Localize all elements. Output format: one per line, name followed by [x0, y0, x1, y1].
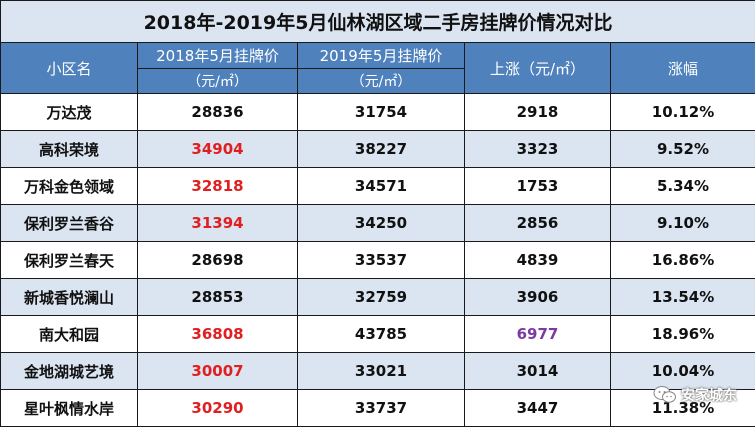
table-row: 南大和园 36808 43785 6977 18.96%	[1, 316, 755, 353]
cell-growth: 9.52%	[611, 131, 755, 168]
table-row: 金地湖城艺境 30007 33021 3014 10.04%	[1, 353, 755, 390]
cell-rise: 2856	[465, 205, 611, 242]
cell-price-2019: 33537	[298, 242, 465, 279]
cell-community: 万达茂	[1, 94, 138, 131]
cell-growth: 5.34%	[611, 168, 755, 205]
table-title: 2018年-2019年5月仙林湖区域二手房挂牌价情况对比	[1, 1, 755, 43]
cell-rise: 1753	[465, 168, 611, 205]
cell-growth: 16.86%	[611, 242, 755, 279]
header-community: 小区名	[1, 43, 138, 94]
cell-community: 南大和园	[1, 316, 138, 353]
cell-community: 金地湖城艺境	[1, 353, 138, 390]
cell-price-2019: 32759	[298, 279, 465, 316]
cell-community: 万科金色领域	[1, 168, 138, 205]
cell-price-2018: 32818	[138, 168, 298, 205]
table-row: 万达茂 28836 31754 2918 10.12%	[1, 94, 755, 131]
header-rise: 上涨（元/㎡）	[465, 43, 611, 94]
header-price-2018: 2018年5月挂牌价	[138, 43, 298, 69]
watermark: 安家城东	[653, 385, 737, 405]
cell-price-2018: 28836	[138, 94, 298, 131]
header-growth: 涨幅	[611, 43, 755, 94]
cell-growth: 10.12%	[611, 94, 755, 131]
cell-rise: 3014	[465, 353, 611, 390]
cell-growth: 18.96%	[611, 316, 755, 353]
title-row: 2018年-2019年5月仙林湖区域二手房挂牌价情况对比	[1, 1, 755, 43]
table-row: 保利罗兰春天 28698 33537 4839 16.86%	[1, 242, 755, 279]
cell-price-2019: 34571	[298, 168, 465, 205]
wechat-icon	[653, 385, 677, 405]
cell-price-2018: 34904	[138, 131, 298, 168]
cell-price-2019: 38227	[298, 131, 465, 168]
cell-price-2018: 28698	[138, 242, 298, 279]
cell-growth: 10.04%	[611, 353, 755, 390]
cell-price-2019: 31754	[298, 94, 465, 131]
cell-rise: 6977	[465, 316, 611, 353]
table-row: 新城香悦澜山 28853 32759 3906 13.54%	[1, 279, 755, 316]
cell-community: 新城香悦澜山	[1, 279, 138, 316]
cell-community: 保利罗兰香谷	[1, 205, 138, 242]
cell-price-2018: 28853	[138, 279, 298, 316]
cell-price-2019: 33021	[298, 353, 465, 390]
cell-rise: 3906	[465, 279, 611, 316]
cell-rise: 4839	[465, 242, 611, 279]
table-row: 高科荣境 34904 38227 3323 9.52%	[1, 131, 755, 168]
header-unit-2018: （元/㎡）	[138, 69, 298, 94]
header-price-2019: 2019年5月挂牌价	[298, 43, 465, 69]
cell-price-2018: 31394	[138, 205, 298, 242]
header-row: 小区名 2018年5月挂牌价 2019年5月挂牌价 上涨（元/㎡） 涨幅	[1, 43, 755, 69]
cell-rise: 2918	[465, 94, 611, 131]
cell-community: 保利罗兰春天	[1, 242, 138, 279]
table-row: 保利罗兰香谷 31394 34250 2856 9.10%	[1, 205, 755, 242]
cell-community: 高科荣境	[1, 131, 138, 168]
cell-price-2018: 30007	[138, 353, 298, 390]
cell-growth: 9.10%	[611, 205, 755, 242]
cell-price-2019: 43785	[298, 316, 465, 353]
watermark-text: 安家城东	[681, 385, 737, 405]
cell-price-2018: 36808	[138, 316, 298, 353]
table-row: 万科金色领域 32818 34571 1753 5.34%	[1, 168, 755, 205]
cell-price-2019: 34250	[298, 205, 465, 242]
cell-growth: 13.54%	[611, 279, 755, 316]
header-unit-2019: （元/㎡）	[298, 69, 465, 94]
cell-rise: 3323	[465, 131, 611, 168]
